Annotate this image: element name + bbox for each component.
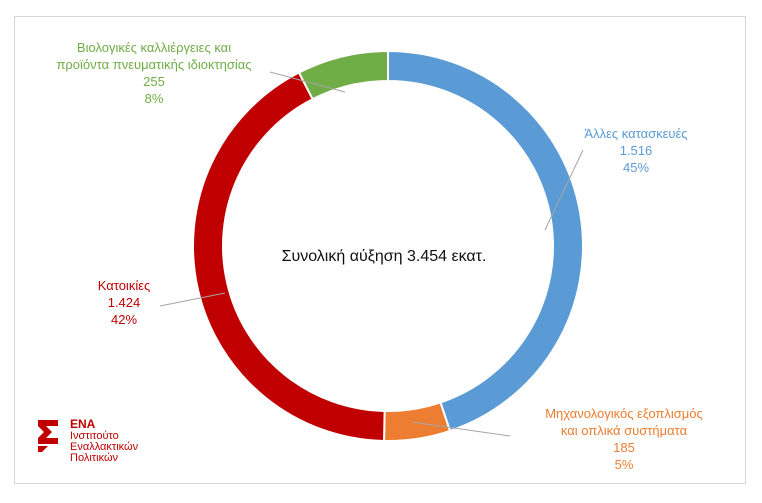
slice-dwellings-label-line: Κατοικίες bbox=[98, 278, 151, 293]
logo-line-3: Πολιτικών bbox=[70, 452, 119, 464]
slice-dwellings-leader-line bbox=[159, 292, 226, 307]
slice-machinery-weapons bbox=[382, 401, 452, 442]
slice-machinery-weapons-label: Μηχανολογικός εξοπλισμός και οπλικά συστή… bbox=[545, 406, 703, 472]
logo-mark-icon bbox=[38, 420, 58, 452]
slice-cultivated-ip-leader-line bbox=[269, 71, 346, 93]
slice-other-constructions-leader-line bbox=[544, 149, 584, 231]
slice-cultivated-ip bbox=[297, 49, 389, 101]
slice-cultivated-ip-label-line: 8% bbox=[145, 91, 164, 106]
slice-dwellings-label-line: 42% bbox=[111, 312, 137, 327]
slice-cultivated-ip-label: Βιολογικές καλλιέργειες και προϊόντα πνευ… bbox=[56, 40, 251, 106]
logo-line-1: Ινστιτούτο bbox=[70, 430, 119, 442]
slice-dwellings-label-line: 1.424 bbox=[108, 295, 141, 310]
slice-other-constructions-label-line: Άλλες κατασκευές bbox=[584, 126, 687, 141]
center-total-label: Συνολική αύξηση 3.454 εκατ. bbox=[282, 248, 487, 265]
logo-brand-text: ΕΝΑ bbox=[70, 417, 96, 431]
slice-dwellings-label: Κατοικίες 1.424 42% bbox=[98, 278, 151, 327]
slice-cultivated-ip-label-line: 255 bbox=[143, 74, 165, 89]
slice-other-constructions-label-line: 45% bbox=[623, 160, 649, 175]
slice-machinery-weapons-label-line: 5% bbox=[615, 457, 634, 472]
slice-other-constructions-label-line: 1.516 bbox=[620, 143, 653, 158]
slice-cultivated-ip-label-line: προϊόντα πνευματικής ιδιοκτησίας bbox=[56, 57, 251, 72]
slice-other-constructions-label: Άλλες κατασκευές 1.516 45% bbox=[584, 126, 687, 175]
slice-machinery-weapons-label-line: 185 bbox=[613, 440, 635, 455]
logo: ΕΝΑ Ινστιτούτο Εναλλακτικών Πολιτικών bbox=[34, 418, 138, 464]
slice-machinery-weapons-label-line: και οπλικά συστήματα bbox=[561, 423, 688, 438]
slice-machinery-weapons-label-line: Μηχανολογικός εξοπλισμός bbox=[545, 406, 703, 421]
slice-cultivated-ip-label-line: Βιολογικές καλλιέργειες και bbox=[77, 40, 231, 55]
chart-frame bbox=[14, 16, 746, 484]
logo-line-2: Εναλλακτικών bbox=[70, 441, 139, 453]
slice-other-constructions bbox=[387, 49, 584, 433]
slice-machinery-weapons-leader-line bbox=[411, 421, 511, 437]
